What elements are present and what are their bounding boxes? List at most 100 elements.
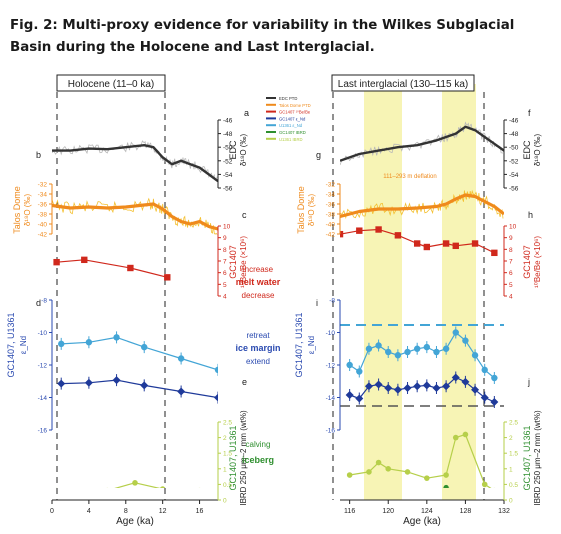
melt-water-text: melt water [236, 277, 281, 287]
lig-gc1407-be-be-line [340, 228, 495, 254]
holocene-be-y-tick-label-10: 10 [223, 224, 231, 231]
lig-u1361-ibrd-point-0 [346, 472, 353, 478]
lig-x-tick-label-116: 116 [344, 508, 355, 515]
lig-edc-y-tick-label--56: -56 [509, 186, 519, 193]
y-axes: -56-54-52-50-48-464567891000.511.522.5-4… [6, 118, 542, 506]
lig-ibrd-y-tick-label-2: 2 [509, 435, 513, 442]
holocene-ibrd-y-tick-label-0.5: 0.5 [223, 482, 232, 489]
lig-end-gc1407-point-9 [432, 384, 441, 392]
holocene-talos-y-tick-label--42: -42 [38, 232, 48, 239]
holocene-x-tick-label-8: 8 [124, 508, 128, 515]
lig-talos-y-tick-label--34: -34 [326, 192, 336, 199]
holocene-gc1407-nd-point-0 [58, 340, 65, 348]
lig-end-gc1407-point-1 [355, 394, 364, 403]
holocene-gc1407-nd-point-5 [214, 366, 218, 374]
lig-x-tick-label-128: 128 [460, 508, 472, 515]
lig-u1361-ibrd-point-6 [443, 472, 449, 478]
holocene-title: Holocene (11–0 ka) [68, 79, 155, 90]
holocene-talos-subtitle: δ¹⁸O (‰) [23, 194, 32, 227]
holocene-end-gc1407-point-3 [140, 381, 149, 390]
iceberg-text: iceberg [242, 455, 274, 465]
holocene-end-core-title: GC1407, U1361 [6, 312, 16, 377]
lig-u1361-ibrd-point-5 [424, 475, 430, 481]
lig-gc1407-ibrd-point-14 [482, 494, 487, 499]
holocene-x-tick-label-16: 16 [196, 508, 204, 515]
lig-x-label: Age (ka) [403, 516, 441, 527]
panel-letter-f: f [528, 108, 531, 118]
holocene-edc-y-tick-label--46: -46 [223, 118, 233, 125]
lig-be-y-tick-label-4: 4 [509, 294, 513, 301]
lig-be-y-tick-label-9: 9 [509, 235, 513, 242]
holocene-edc-y-tick-label--56: -56 [223, 186, 233, 193]
holocene-ibrd-subtitle: IBRD 250 μm–2 mm (wt%) [239, 410, 248, 506]
legend-label-3: GC1407 ε_Nd [279, 116, 306, 121]
lig-be-y-tick-label-6: 6 [509, 270, 513, 277]
lig-edc-y-tick-label--50: -50 [509, 145, 519, 152]
lig-edc-ptd-line [340, 125, 504, 162]
lig-ibrd-title: GC1407, U1361 [522, 425, 532, 490]
holocene-u1361-ibrd-point-2 [106, 487, 109, 488]
lig-x-ticks: 116 120 124 128 132 [344, 500, 510, 515]
holocene-end-gc1407-point-4 [177, 387, 186, 396]
lig-gc1407-nd-point-2 [365, 345, 373, 352]
holocene-series-group [52, 140, 218, 495]
holocene-edc-y-tick-label--54: -54 [223, 172, 233, 179]
melt-decrease-text: decrease [242, 291, 275, 300]
holocene-gc1407-be-be-point-0 [53, 258, 60, 266]
legend-label-0: EDC PTD [279, 96, 297, 101]
lig-x-tick-label-120: 120 [382, 508, 394, 515]
holocene-end-gc1407-line [61, 379, 218, 399]
figure-caption: Fig. 2: Multi-proxy evidence for variabi… [10, 18, 515, 55]
lig-end-gc1407-point-12 [461, 377, 470, 386]
holocene-u1361-ibrd-point-1 [77, 489, 83, 495]
panel-letter-g: g [316, 150, 321, 160]
holocene-x-tick-label-4: 4 [87, 508, 91, 515]
lig-gc1407-nd-point-14 [481, 366, 488, 374]
holocene-talos-y-tick-label--40: -40 [38, 222, 48, 229]
lig-end-gc1407-point-14 [480, 393, 489, 402]
ice-margin-text: ice margin [235, 343, 280, 353]
lig-ibrd-y-tick-label-1: 1 [509, 466, 513, 473]
holocene-end-title: ε_Nd [19, 336, 28, 354]
lig-u1361-ibrd-point-2 [375, 459, 382, 466]
panel-letter-c: c [242, 210, 247, 220]
lig-gc1407-be-be-point-9 [491, 249, 498, 257]
holocene-be-y-tick-label-5: 5 [223, 282, 227, 289]
legend-label-5: GC1407 IBRD [279, 130, 306, 135]
panel-letter-b: b [36, 150, 41, 160]
holocene-be-y-tick-label-8: 8 [223, 247, 227, 254]
lig-gc1407-nd-point-13 [471, 352, 479, 359]
holocene-talos-dome-ptd-line [52, 202, 218, 231]
lig-end-core-title: GC1407, U1361 [294, 312, 304, 377]
holocene-gc1407-nd-point-3 [141, 343, 148, 351]
lig-end-gc1407-point-5 [393, 385, 402, 394]
holocene-gc1407-nd-point-2 [113, 334, 120, 341]
holocene-gc1407-be-be-point-2 [127, 264, 134, 272]
lig-be-y-tick-label-8: 8 [509, 247, 513, 254]
holocene-talos-y-tick-label--38: -38 [38, 212, 48, 219]
holocene-end-y-tick-label--12: -12 [38, 363, 48, 370]
lig-be-title: GC1407 [522, 245, 532, 279]
holocene-x-ticks: 0 4 8 12 16 [50, 500, 204, 515]
lig-u1361-ibrd-point-3 [385, 466, 392, 472]
lig-gc1407-ibrd-point-10 [443, 484, 449, 488]
lig-gc1407-be-be-point-8 [471, 240, 479, 247]
lig-ibrd-y-tick-label-0.5: 0.5 [509, 482, 518, 489]
lig-edc-y-tick-label--54: -54 [509, 172, 519, 179]
holocene-u1361-ibrd-point-3 [132, 480, 138, 486]
holocene-u1361-ibrd-point-5 [198, 487, 201, 488]
holocene-end-y-tick-label--10: -10 [38, 330, 48, 337]
holocene-gc1407-nd-point-4 [177, 355, 185, 362]
lig-edc-title: EDC [522, 140, 532, 160]
lig-end-gc1407-point-10 [442, 382, 451, 391]
lig-end-gc1407-point-2 [364, 382, 373, 391]
holocene-be-y-tick-label-4: 4 [223, 294, 227, 301]
ice-extend-text: extend [246, 357, 270, 366]
lig-u1361-ibrd-point-7 [452, 434, 459, 441]
holocene-talos-y-tick-label--36: -36 [38, 202, 48, 209]
holocene-edc-y-tick-label--50: -50 [223, 145, 233, 152]
holocene-end-gc1407-point-0 [57, 379, 66, 388]
lig-gc1407-nd-point-0 [346, 361, 353, 369]
lig-talos-y-tick-label--38: -38 [326, 212, 336, 219]
